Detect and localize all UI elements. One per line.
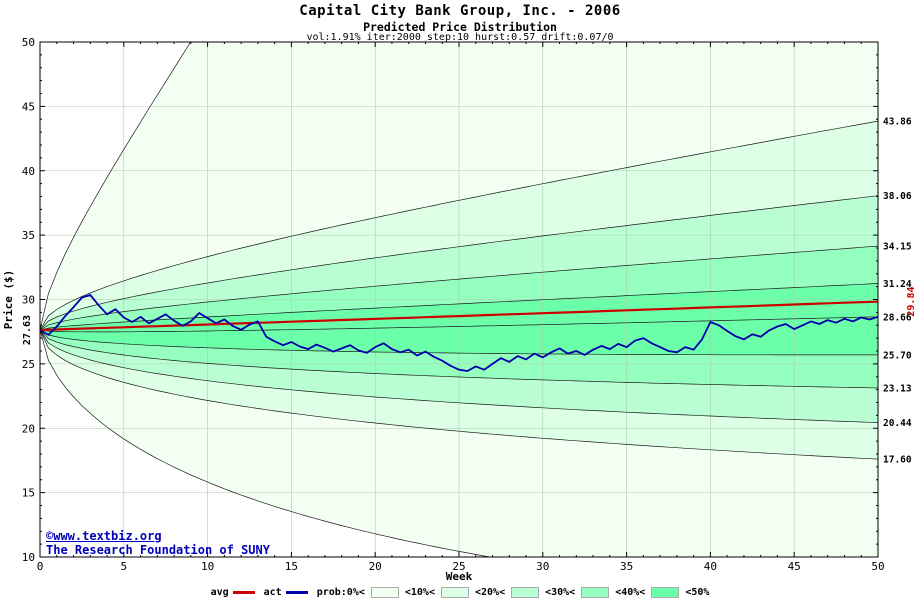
legend-label: <10%< [404, 586, 435, 598]
svg-text:28.66: 28.66 [883, 312, 912, 323]
svg-text:10: 10 [22, 551, 35, 564]
svg-text:30: 30 [536, 560, 549, 573]
chart-parameters: vol:1.91% iter:2000 step:10 hurst:0.57 d… [306, 32, 614, 43]
legend: avg act prob:0%< <10%< <20%< <30%< <40%< <50% [0, 585, 920, 599]
svg-text:10: 10 [201, 560, 214, 573]
svg-text:43.86: 43.86 [883, 117, 912, 128]
svg-text:45: 45 [22, 100, 35, 113]
svg-text:50: 50 [22, 36, 35, 49]
svg-text:5: 5 [120, 560, 127, 573]
svg-text:34.15: 34.15 [883, 242, 912, 253]
avg-line [40, 300, 878, 332]
x-axis-label: Week [446, 570, 473, 583]
legend-swatch [440, 586, 469, 598]
svg-text:23.13: 23.13 [883, 383, 912, 394]
svg-text:0: 0 [37, 560, 44, 573]
y-axis-label: Price ($) [2, 270, 15, 330]
x-tick-labels: 0 5 10 15 20 25 30 35 40 45 50 [37, 560, 885, 573]
svg-text:35: 35 [620, 560, 633, 573]
svg-text:40: 40 [22, 165, 35, 178]
legend-swatch [651, 586, 680, 598]
actual-price-line [40, 294, 878, 372]
svg-text:25.70: 25.70 [883, 350, 912, 361]
legend-label: <40%< [615, 586, 646, 598]
svg-text:45: 45 [788, 560, 801, 573]
svg-text:15: 15 [22, 487, 35, 500]
probability-band [40, 330, 878, 423]
legend-label: <30%< [545, 586, 576, 598]
chart-subtitle: Predicted Price Distribution [363, 20, 557, 34]
y-tick-labels: 10 15 20 25 30 35 40 45 50 [22, 36, 35, 564]
start-price-label: 27.63 [22, 315, 33, 345]
svg-text:38.06: 38.06 [883, 191, 912, 202]
gridlines [40, 42, 878, 557]
axis-ticks [39, 41, 879, 558]
legend-label: avg [210, 586, 229, 598]
svg-text:35: 35 [22, 229, 35, 242]
svg-text:17.60: 17.60 [883, 455, 912, 466]
legend-line-sample [232, 590, 255, 594]
svg-text:25: 25 [22, 358, 35, 371]
legend-swatch [511, 586, 540, 598]
svg-text:15: 15 [285, 560, 298, 573]
svg-text:31.24: 31.24 [883, 279, 912, 290]
legend-label: <20%< [474, 586, 506, 598]
probability-band [40, 330, 878, 460]
legend-label: act [263, 586, 282, 598]
legend-label: prob:0%< [316, 586, 365, 598]
watermark-org: The Research Foundation of SUNY [46, 543, 270, 557]
svg-text:30: 30 [22, 294, 35, 307]
legend-label: <50% [685, 586, 710, 598]
legend-swatch [370, 586, 399, 598]
svg-text:20: 20 [22, 422, 35, 435]
watermark-url: ©www.textbiz.org [46, 529, 162, 543]
svg-text:50: 50 [871, 560, 884, 573]
svg-text:20.44: 20.44 [883, 418, 912, 429]
avg-end-label: 29.84 [906, 287, 917, 317]
svg-text:25: 25 [452, 560, 465, 573]
legend-line-sample [285, 590, 308, 594]
chart-title: Capital City Bank Group, Inc. - 2006 [299, 3, 621, 19]
legend-swatch [581, 586, 610, 598]
band-end-labels: 43.86 38.06 34.15 31.24 28.66 25.70 23.13 20.44… [883, 117, 912, 466]
svg-text:40: 40 [704, 560, 717, 573]
svg-text:20: 20 [369, 560, 382, 573]
band-boundary-lines [40, 42, 878, 557]
